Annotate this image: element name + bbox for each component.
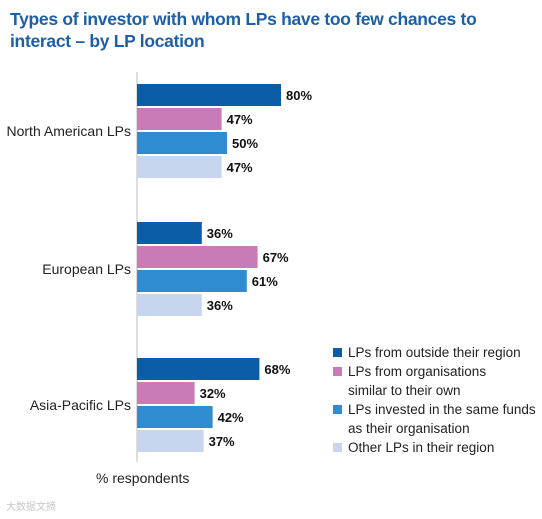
legend-swatch-0 <box>333 348 342 357</box>
legend-label-1b: similar to their own <box>348 383 461 398</box>
legend-swatch-1 <box>333 367 342 376</box>
bar <box>137 406 213 428</box>
legend-item: LPs from organisations similar to their … <box>332 362 537 400</box>
bar <box>137 430 204 452</box>
bar <box>137 108 222 130</box>
bar <box>137 294 202 316</box>
legend-label-0a: LPs from outside their region <box>348 345 521 360</box>
data-label: 47% <box>227 112 253 127</box>
data-label: 68% <box>264 362 290 377</box>
legend-label-2a: LPs invested in the same funds <box>348 402 536 417</box>
category-label: North American LPs <box>7 123 132 139</box>
bar <box>137 358 260 380</box>
data-label: 36% <box>207 298 233 313</box>
legend-item: Other LPs in their region <box>332 438 537 457</box>
data-label: 36% <box>207 226 233 241</box>
legend: LPs from outside their region LPs from o… <box>332 343 537 457</box>
legend-label-1a: LPs from organisations <box>348 364 487 379</box>
bar <box>137 222 202 244</box>
category-label: European LPs <box>42 261 131 277</box>
legend-swatch-2 <box>333 405 342 414</box>
legend-item: LPs from outside their region <box>332 343 537 362</box>
data-label: 32% <box>200 386 226 401</box>
data-label: 80% <box>286 88 312 103</box>
legend-item: LPs invested in the same funds as their … <box>332 400 537 438</box>
legend-swatch-3 <box>333 443 342 452</box>
watermark: 大数据文摘 <box>6 502 56 513</box>
legend-label-2b: as their organisation <box>348 421 470 436</box>
data-label: 67% <box>263 250 289 265</box>
bar <box>137 156 222 178</box>
data-label: 50% <box>232 136 258 151</box>
bar <box>137 382 195 404</box>
data-label: 47% <box>227 160 253 175</box>
data-label: 61% <box>252 274 278 289</box>
legend-label-3a: Other LPs in their region <box>348 440 495 455</box>
bar <box>137 246 258 268</box>
bar <box>137 84 281 106</box>
category-label: Asia-Pacific LPs <box>30 397 131 413</box>
data-label: 37% <box>209 434 235 449</box>
bar <box>137 132 227 154</box>
bar <box>137 270 247 292</box>
data-label: 42% <box>218 410 244 425</box>
chart-title: Types of investor with whom LPs have too… <box>10 9 477 51</box>
x-axis-label: % respondents <box>96 470 190 486</box>
